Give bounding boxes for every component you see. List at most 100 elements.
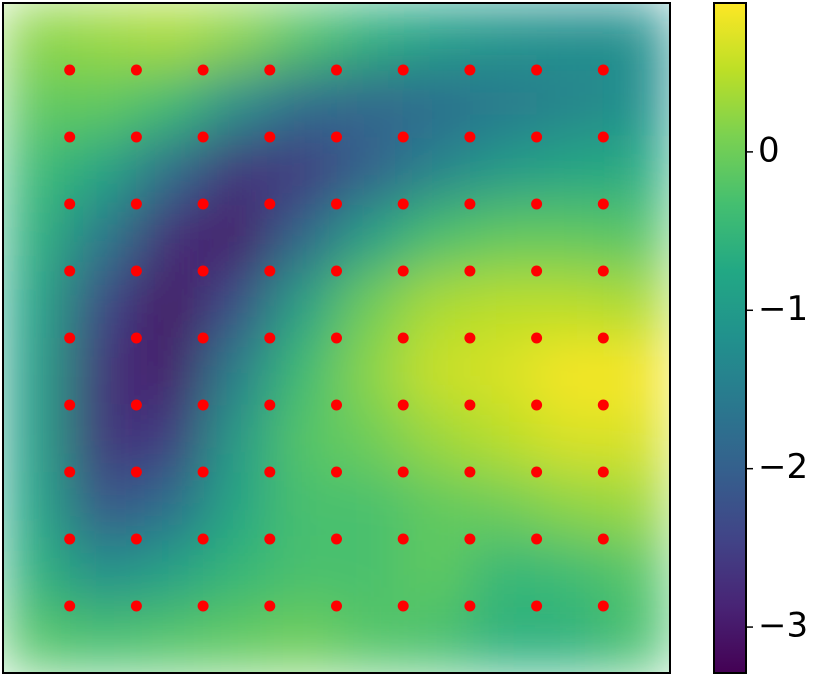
field-cell [603, 539, 670, 607]
point [464, 198, 476, 210]
point [197, 131, 209, 143]
field-cell [603, 472, 670, 540]
point [264, 533, 276, 545]
field-cell [136, 338, 204, 406]
field-cell [336, 539, 404, 607]
field-cell [69, 137, 137, 205]
point [264, 600, 276, 612]
field-cell [336, 606, 404, 673]
field-cell [3, 472, 71, 540]
field-cell [69, 271, 137, 339]
field-cell [536, 472, 604, 540]
point [64, 533, 76, 545]
field-cell [69, 539, 137, 607]
field-cell [203, 405, 271, 473]
field-cell [403, 137, 471, 205]
field-cell [136, 137, 204, 205]
point [264, 399, 276, 411]
point [64, 600, 76, 612]
points [64, 64, 609, 612]
point [130, 399, 142, 411]
point [597, 600, 609, 612]
point [597, 265, 609, 277]
point [197, 265, 209, 277]
field-cell [469, 3, 538, 71]
point [264, 64, 276, 76]
point [531, 332, 543, 344]
point [531, 399, 543, 411]
point [531, 64, 543, 76]
point [464, 399, 476, 411]
point [64, 265, 76, 277]
field-cell [469, 338, 538, 406]
field-cell [336, 271, 404, 339]
field-cell [3, 204, 71, 272]
point [130, 332, 142, 344]
field-cell [3, 137, 71, 205]
field-cell [403, 472, 471, 540]
point [197, 533, 209, 545]
field-cell [3, 539, 71, 607]
point [331, 198, 342, 210]
point [464, 332, 476, 344]
field-cell [69, 405, 137, 473]
point [264, 466, 276, 478]
point [64, 131, 76, 143]
field-cell [203, 338, 271, 406]
field-cell [203, 204, 271, 272]
point [531, 533, 543, 545]
field-cell [203, 271, 271, 339]
field-cell [69, 338, 137, 406]
field-cell [269, 338, 337, 406]
field-cell [69, 70, 137, 138]
field-cell [203, 3, 271, 71]
point [464, 466, 476, 478]
field-cell [336, 204, 404, 272]
point [464, 533, 476, 545]
field-cell [536, 405, 604, 473]
colorbar [713, 2, 747, 674]
field-cell [269, 405, 337, 473]
field-cell [136, 405, 204, 473]
field-cell [603, 606, 670, 673]
point [597, 466, 609, 478]
point [197, 332, 209, 344]
field-cell [403, 338, 471, 406]
field-cell [136, 606, 204, 673]
point [130, 600, 142, 612]
field-cell [69, 606, 137, 673]
field-cell [336, 338, 404, 406]
colorbar-tick-label: −1 [758, 289, 808, 329]
field-cell [136, 70, 204, 138]
field-cell [3, 70, 71, 138]
field-cell [536, 539, 604, 607]
point [130, 131, 142, 143]
field-cell [269, 271, 337, 339]
point [397, 466, 409, 478]
field-cell [3, 338, 71, 406]
field-cell [203, 472, 271, 540]
field-cell [203, 137, 271, 205]
field-cell [603, 338, 670, 406]
field-cell [603, 204, 670, 272]
colorbar-tick-label: 0 [758, 130, 780, 170]
field [3, 3, 670, 673]
field-cell [603, 271, 670, 339]
field-cell [3, 271, 71, 339]
field-cell [3, 606, 71, 673]
point [597, 399, 609, 411]
point [464, 600, 476, 612]
field-cell [69, 3, 137, 71]
point [130, 265, 142, 277]
field-cell [469, 137, 538, 205]
field-cell [536, 338, 604, 406]
field-cell [269, 3, 337, 71]
point [264, 332, 276, 344]
field-cell [469, 472, 538, 540]
field-cell [336, 405, 404, 473]
field-cell [203, 70, 271, 138]
point [197, 600, 209, 612]
point [331, 332, 342, 344]
field-cell [536, 606, 604, 673]
